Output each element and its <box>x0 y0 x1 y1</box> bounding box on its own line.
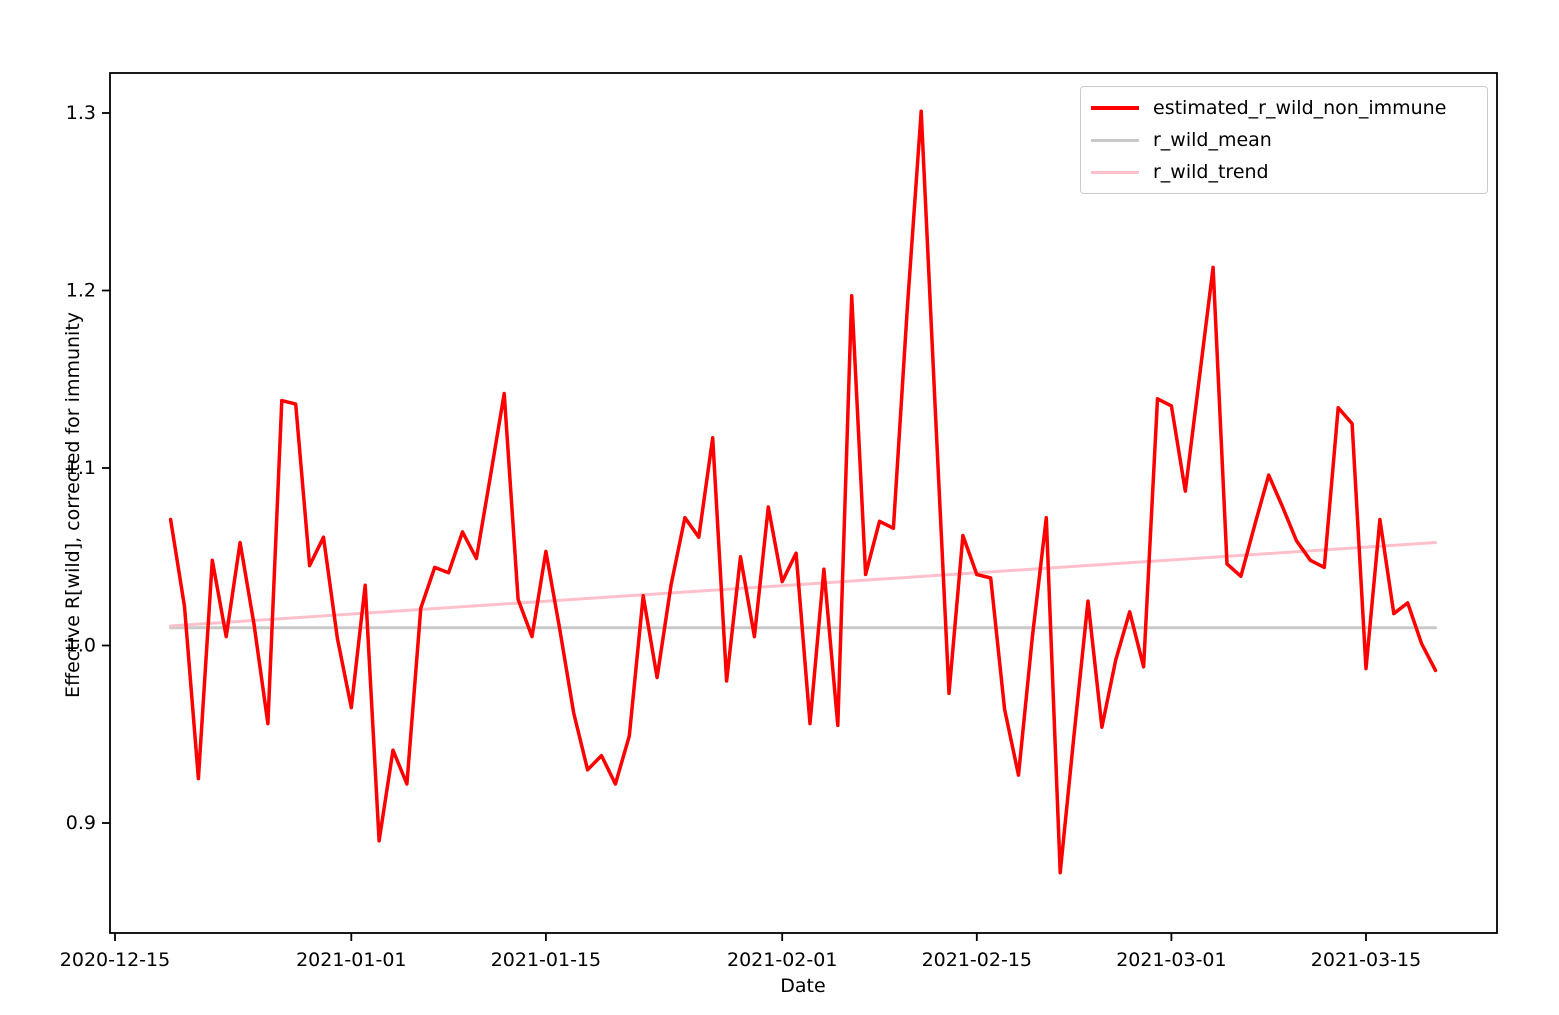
legend-entry-r-wild-mean: r_wild_mean <box>1091 127 1477 153</box>
x-tick-label: 2021-01-01 <box>296 949 406 971</box>
x-tick-label: 2021-02-15 <box>922 949 1032 971</box>
series-estimated-r-wild-non-immune <box>168 109 1438 875</box>
x-tick-label: 2021-03-01 <box>1116 949 1226 971</box>
y-tick-label: 1.0 <box>66 635 96 657</box>
legend-line-sample-pink <box>1091 170 1139 174</box>
x-tick-label: 2020-12-15 <box>60 949 170 971</box>
y-axis-label: Effective R[wild], corrected for immunit… <box>62 311 84 699</box>
legend-line-sample-gray <box>1091 138 1139 142</box>
legend-label: r_wild_mean <box>1153 129 1272 151</box>
series-r-wild-trend <box>169 541 1437 628</box>
x-tick-label: 2021-03-15 <box>1311 949 1421 971</box>
legend-entry-r-wild-trend: r_wild_trend <box>1091 159 1477 185</box>
legend: estimated_r_wild_non_immune r_wild_mean … <box>1080 86 1488 194</box>
y-tick-label: 0.9 <box>66 812 96 834</box>
legend-entry-estimated-r-wild-non-immune: estimated_r_wild_non_immune <box>1091 95 1477 121</box>
x-tick-label: 2021-01-15 <box>491 949 601 971</box>
legend-label: estimated_r_wild_non_immune <box>1153 97 1447 119</box>
plot-box <box>109 72 1498 934</box>
x-tick-label: 2021-02-01 <box>727 949 837 971</box>
legend-label: r_wild_trend <box>1153 161 1269 183</box>
y-tick-label: 1.3 <box>66 102 96 124</box>
legend-line-sample-red <box>1091 106 1139 110</box>
x-axis-label: Date <box>780 975 826 997</box>
y-tick-label: 1.1 <box>66 457 96 479</box>
y-tick-label: 1.2 <box>66 280 96 302</box>
